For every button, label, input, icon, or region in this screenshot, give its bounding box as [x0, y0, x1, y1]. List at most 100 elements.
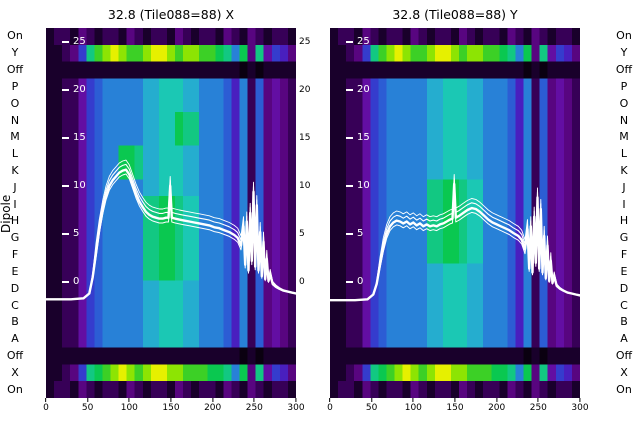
x-tick-value: 200: [204, 403, 222, 413]
dipole-row-label: H: [10, 214, 20, 228]
gap-y-tick: 15: [299, 133, 311, 143]
x-tick-value: 100: [120, 403, 138, 413]
dipole-row-label: Off: [6, 63, 24, 77]
heatmap-panel-y: 25 20 15 10 5 0: [330, 28, 580, 398]
x-tick: 300: [571, 398, 589, 413]
x-axis-ticks-left: 0 50 100 150 200 250 300: [43, 398, 305, 418]
x-tick: 150: [162, 398, 180, 413]
dipole-row-labels-left: On Y Off P O N M L K J I H G F E D C B A Off X On: [0, 0, 30, 440]
right-panel-title: 32.8 (Tile088=88) Y: [392, 7, 518, 22]
dipole-row-label: L: [11, 147, 19, 161]
dipole-row-label: P: [620, 79, 628, 93]
x-axis-ticks-right: 0 50 100 150 200 250 300: [327, 398, 589, 418]
dipole-row-label: F: [11, 248, 19, 262]
dipole-row-label: O: [619, 96, 629, 110]
dipole-row-labels-right: On Y Off P O N M L K J I H G F E D C B A Off X On: [608, 0, 640, 440]
dipole-row-label: X: [620, 365, 628, 379]
x-tick-value: 50: [81, 403, 94, 413]
dipole-row-label: Y: [11, 46, 19, 60]
dipole-row-label: D: [619, 281, 629, 295]
x-tick: 100: [405, 398, 422, 413]
x-tick-value: 200: [488, 403, 506, 413]
left-panel-title: 32.8 (Tile088=88) X: [107, 7, 235, 22]
x-tick-mark: [579, 398, 581, 402]
dipole-row-label: A: [11, 332, 19, 346]
dipole-row-label: M: [10, 130, 20, 144]
x-tick-mark: [253, 398, 255, 402]
x-tick-mark: [128, 398, 130, 402]
dipole-row-label: Off: [615, 63, 633, 77]
dipole-row-label: On: [7, 382, 23, 396]
dipole-row-label: H: [619, 214, 629, 228]
dipole-row-label: J: [13, 180, 17, 194]
x-tick-value: 150: [162, 403, 180, 413]
dipole-row-label: G: [619, 231, 629, 245]
dipole-row-label: O: [10, 96, 20, 110]
dipole-row-label: F: [620, 248, 628, 262]
x-tick-value: 250: [245, 403, 263, 413]
dipole-row-label: Off: [615, 348, 633, 362]
x-tick-mark: [45, 398, 47, 402]
x-tick-mark: [454, 398, 456, 402]
dipole-row-label: K: [620, 163, 628, 177]
x-tick: 50: [366, 398, 377, 413]
dipole-row-label: C: [620, 298, 628, 312]
x-tick-value: 100: [404, 403, 422, 413]
x-tick-value: 0: [327, 403, 333, 413]
dipole-row-label: M: [619, 130, 629, 144]
dipole-row-label: K: [11, 163, 19, 177]
dipole-row-label: On: [616, 382, 632, 396]
dipole-row-label: P: [11, 79, 19, 93]
gap-y-tick: 20: [299, 85, 311, 95]
dipole-row-label: On: [616, 29, 632, 43]
dipole-row-label: E: [620, 264, 628, 278]
heatmap-panel-x: 25 20 15 10 5 0: [46, 28, 296, 398]
power-curve-overlay-x: [46, 159, 296, 301]
x-tick-mark: [412, 398, 414, 402]
x-tick-mark: [329, 398, 331, 402]
x-tick-value: 300: [287, 403, 305, 413]
dipole-row-label: G: [10, 231, 20, 245]
x-tick: 200: [204, 398, 221, 413]
gap-y-tick-labels: 25 20 15 10 5 0: [299, 0, 327, 440]
dipole-row-label: C: [11, 298, 19, 312]
power-curve-overlay-y: [330, 174, 580, 302]
dipole-row-label: D: [10, 281, 20, 295]
gap-y-tick: 10: [299, 181, 311, 191]
x-tick-value: 250: [529, 403, 547, 413]
dipole-row-label: B: [11, 315, 19, 329]
x-tick: 150: [446, 398, 464, 413]
dipole-row-label: I: [622, 197, 626, 211]
dipole-row-label: I: [13, 197, 17, 211]
x-tick-mark: [212, 398, 214, 402]
dipole-row-label: X: [11, 365, 19, 379]
gap-y-tick: 0: [299, 277, 305, 287]
dipole-row-label: A: [620, 332, 628, 346]
power-curve-line: [46, 159, 296, 300]
power-curve-line: [330, 174, 580, 301]
x-tick-mark: [295, 398, 297, 402]
x-tick: 300: [287, 398, 305, 413]
x-tick: 200: [488, 398, 505, 413]
dipole-row-label: Off: [6, 348, 24, 362]
x-tick-mark: [87, 398, 89, 402]
dipole-row-label: On: [7, 29, 23, 43]
dipole-row-label: N: [10, 113, 20, 127]
dipole-row-label: B: [620, 315, 628, 329]
x-tick: 0: [43, 398, 49, 413]
x-tick: 250: [530, 398, 547, 413]
x-tick-mark: [170, 398, 172, 402]
dipole-row-label: Y: [620, 46, 628, 60]
x-tick-value: 0: [43, 403, 49, 413]
dipole-row-label: E: [11, 264, 19, 278]
x-tick-value: 150: [446, 403, 464, 413]
dipole-row-label: J: [622, 180, 626, 194]
x-tick: 50: [82, 398, 93, 413]
x-tick-mark: [537, 398, 539, 402]
x-tick: 250: [246, 398, 263, 413]
x-tick: 100: [121, 398, 138, 413]
x-tick-value: 50: [365, 403, 378, 413]
dipole-row-label: L: [620, 147, 628, 161]
gap-y-tick: 25: [299, 37, 311, 47]
